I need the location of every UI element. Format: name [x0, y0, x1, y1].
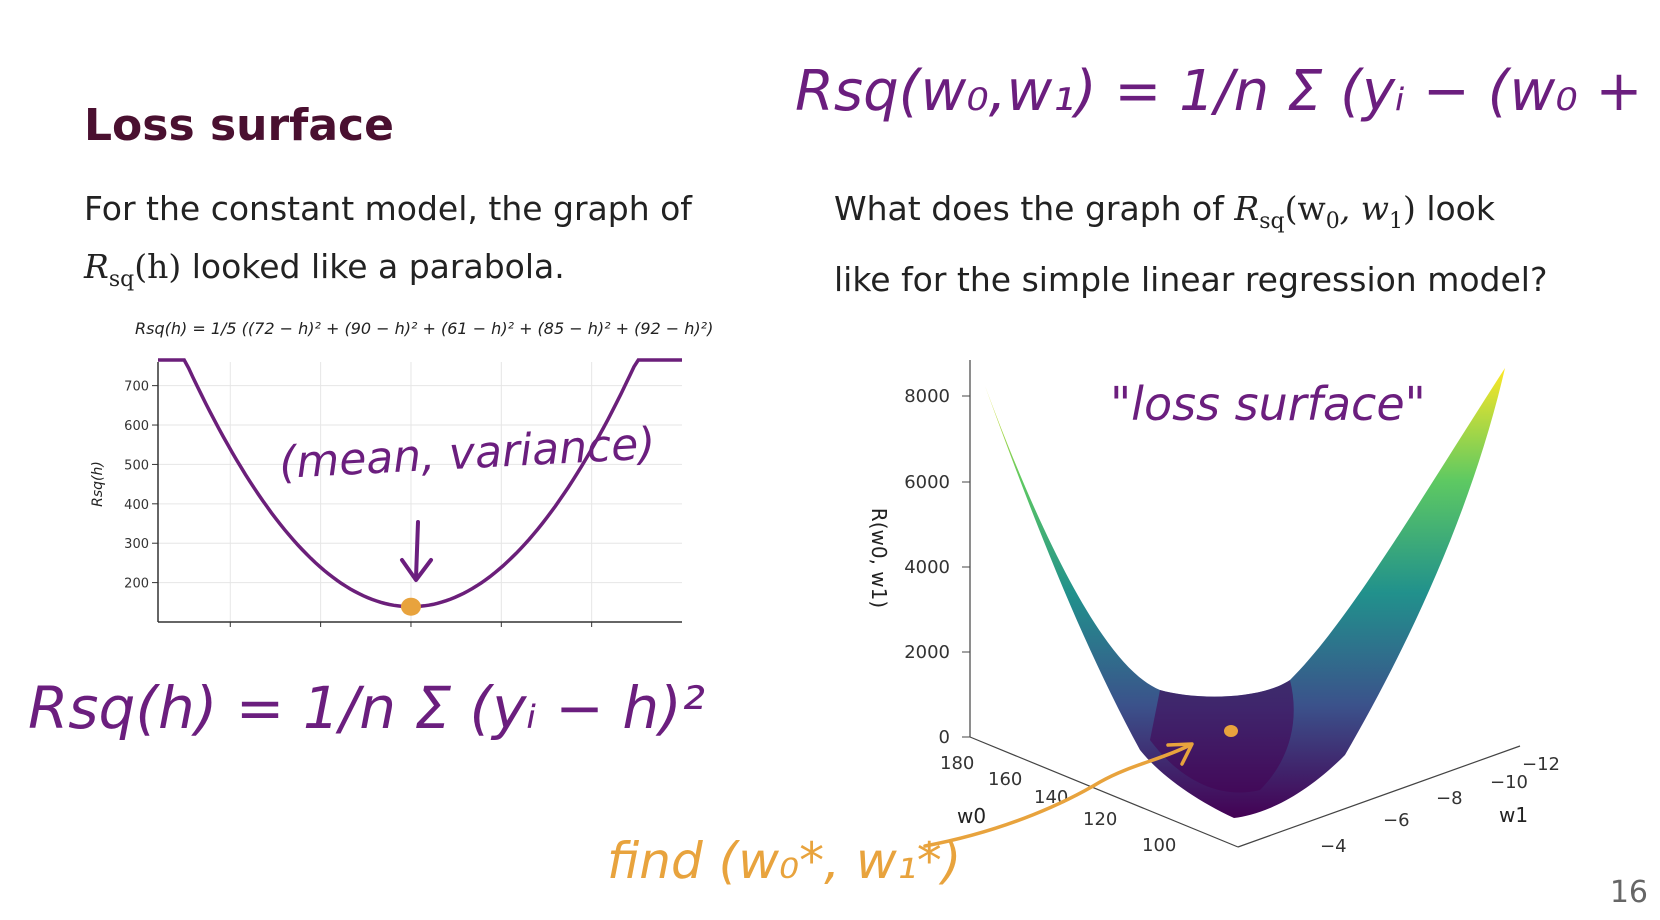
surface-z-tick-label: 6000 [904, 472, 950, 493]
right-paragraph: What does the graph of Rsq(w0, w1) look … [834, 180, 1634, 309]
mean-variance-arrow-shaft [414, 520, 420, 580]
parabola-series-line [158, 358, 682, 609]
top-handwritten-formula: Rsq(w₀,w₁) = 1/n Σ (yᵢ − (w₀ + w₁ xᵢ))² [795, 59, 1660, 124]
loss-surface-chart: 0 2000 4000 6000 8000 180 160 140 120 100 −12−10… [867, 360, 1560, 857]
parabola-chart-title: Rsq(h) = 1/5 ((72 − h)² + (90 − h)² + (6… [135, 319, 713, 338]
surface-z-tick-label: 2000 [904, 642, 950, 663]
surface-w0-tick-label: 160 [988, 769, 1022, 790]
parabola-chart: Rsq(h) = 1/5 ((72 − h)² + (90 − h)² + (6… [90, 319, 713, 627]
math-sub2: sq [1259, 209, 1285, 234]
surface-w0-tick-label: 100 [1142, 835, 1176, 856]
parabola-y-tick-label: 400 [124, 498, 149, 513]
parabola-y-tick-label: 700 [124, 380, 149, 395]
find-optimum-text: find (w₀*, w₁*) [607, 832, 961, 890]
surface-w1-ticks: −12−10 −8 −6 −4 [1320, 754, 1560, 857]
surface-w0-ticks: 180 160 140 120 100 [940, 753, 1176, 856]
mean-variance-text: (mean, variance) [278, 418, 657, 489]
find-optimum-annotation: find (w₀*, w₁*) [607, 742, 1194, 890]
parabola-minimum-point [400, 597, 421, 616]
surface-w1-tick-label: −6 [1383, 810, 1410, 831]
surface-w1-label: w1 [1499, 803, 1528, 827]
right-paragraph-after: look [1415, 189, 1495, 228]
surface-z-tick-label: 4000 [904, 557, 950, 578]
surface-w0-label: w0 [957, 804, 986, 828]
loss-surface-annotation: "loss surface" [1110, 377, 1426, 431]
surface-w1-tick-label: −4 [1320, 836, 1347, 857]
page-number: 16 [1609, 875, 1648, 910]
surface-w0-tick-label: 120 [1083, 809, 1117, 830]
find-optimum-arrow-shaft [923, 744, 1190, 848]
parabola-y-tick-label: 500 [124, 458, 149, 473]
surface-z-tick-label: 8000 [904, 386, 950, 407]
left-paragraph-line2: looked like a parabola. [181, 247, 565, 286]
rsq-w-math: Rsq(w0, w1) [1234, 189, 1416, 234]
rsq-h-math: Rsq(h) [84, 247, 182, 292]
surface-w1-tick-label: −10 [1490, 772, 1528, 793]
surface-minimum-point [1224, 725, 1238, 737]
surface-w1-tick-label: −8 [1436, 788, 1463, 809]
math-R2: R [1234, 189, 1260, 228]
math-sub: sq [108, 267, 135, 292]
parabola-y-label: Rsq(h) [90, 461, 106, 507]
parabola-y-ticks: 200 300 400 500 600 700 [124, 380, 158, 592]
right-paragraph-line2: like for the simple linear regression mo… [834, 260, 1548, 299]
left-handwritten-formula: Rsq(h) = 1/n Σ (yᵢ − h)² [28, 674, 705, 742]
left-paragraph-line1: For the constant model, the graph of [84, 189, 692, 228]
slide-title: Loss surface [84, 100, 394, 151]
surface-w0-tick-label: 140 [1034, 787, 1068, 808]
surface-w0-tick-label: 180 [940, 753, 974, 774]
math-index0: 0 [1325, 209, 1340, 234]
parabola-y-tick-label: 300 [124, 537, 149, 552]
parabola-x-ticks [229, 622, 593, 627]
math-arg: (h) [134, 247, 182, 286]
right-paragraph-before: What does the graph of [834, 189, 1235, 228]
mean-variance-arrow-head [400, 558, 433, 582]
surface-z-tick-label: 0 [939, 727, 950, 748]
surface-basin-shade [1150, 680, 1294, 793]
find-optimum-arrow-head [1166, 742, 1194, 766]
math-R: R [84, 247, 109, 286]
surface-w1-axis [1237, 745, 1521, 848]
surface-z-ticks: 0 2000 4000 6000 8000 [904, 386, 970, 748]
surface-w0-axis [969, 736, 1239, 848]
surface-w1-tick-label: −12 [1522, 754, 1560, 775]
math-sep: , w [1339, 189, 1389, 228]
math-index1: 1 [1388, 209, 1403, 234]
parabola-y-tick-label: 200 [124, 577, 149, 592]
mean-variance-annotation: (mean, variance) [278, 418, 657, 582]
parabola-grid [158, 362, 682, 622]
left-paragraph: For the constant model, the graph of Rsq… [84, 180, 724, 309]
math-close: ) [1402, 189, 1416, 228]
surface-z-label: R(w0, w1) [867, 508, 891, 608]
math-arg2: (w [1284, 189, 1326, 228]
parabola-y-tick-label: 600 [124, 419, 149, 434]
